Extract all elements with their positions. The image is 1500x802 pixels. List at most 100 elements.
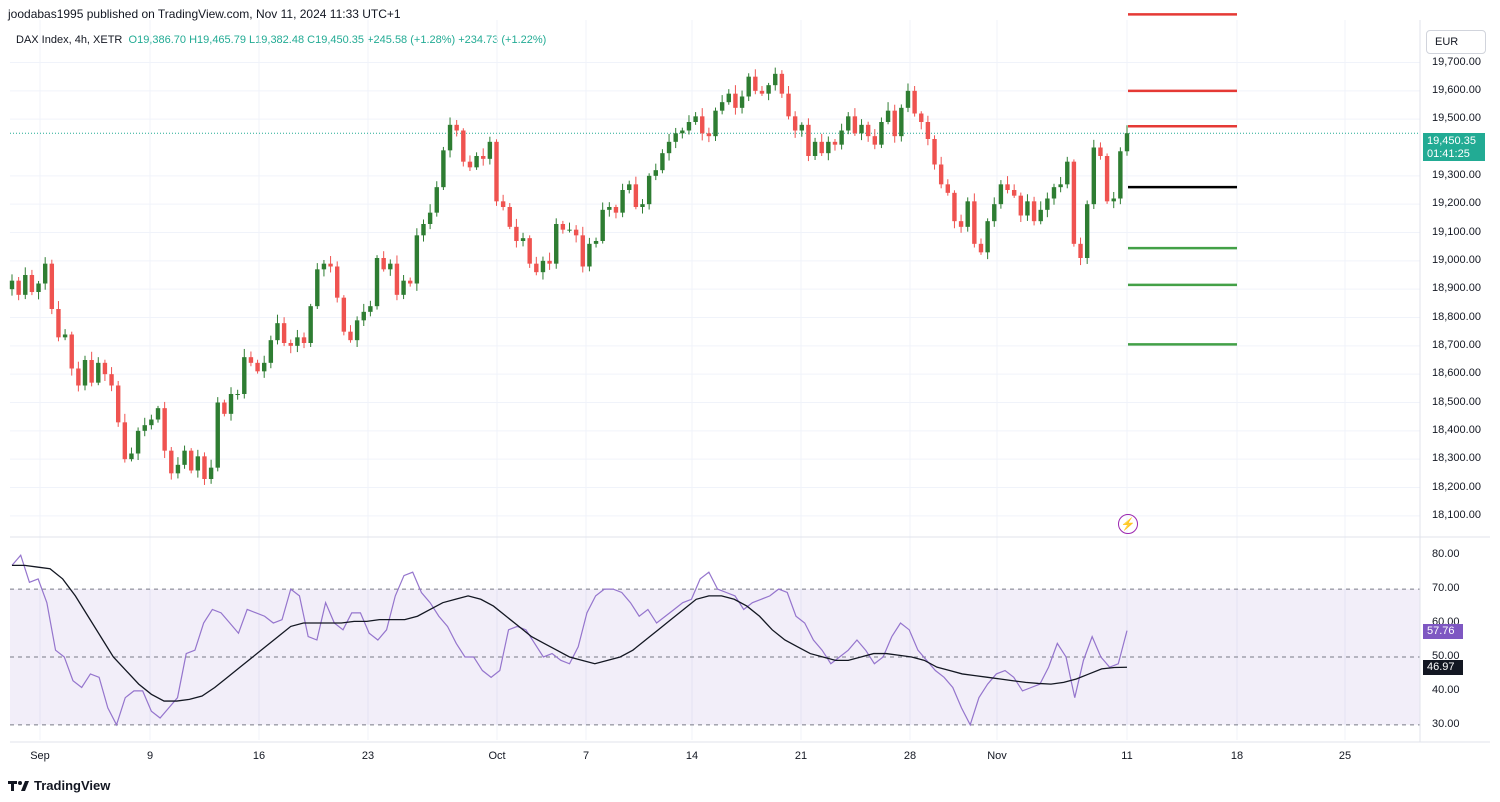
candle-body [600, 209, 605, 241]
countdown-timer: 01:41:25 [1427, 148, 1470, 160]
candle-body [613, 207, 619, 213]
candle-body [985, 221, 990, 253]
tradingview-logo[interactable]: TradingView [8, 778, 110, 793]
candle-body [149, 419, 154, 426]
candle-body [494, 141, 499, 202]
price-tick-label: 19,600.00 [1432, 83, 1481, 96]
candle-body [998, 184, 1004, 205]
candle-body [885, 110, 891, 122]
candle-body [872, 136, 877, 145]
candle-body [248, 357, 254, 363]
last-price-tag: 19,450.35 01:41:25 [1423, 133, 1485, 161]
candle-body [262, 362, 267, 372]
candle-body [414, 235, 420, 284]
candle-body [1045, 198, 1050, 210]
high-value: H19,465.79 [189, 34, 246, 46]
candle-body [42, 263, 48, 284]
candle-body [487, 141, 493, 159]
candle-body [500, 201, 506, 207]
bolt-icon[interactable]: ⚡ [1118, 514, 1138, 534]
rsi-line [11, 553, 1128, 727]
candle-body [593, 241, 599, 244]
price-tick-label: 18,400.00 [1432, 423, 1481, 436]
candle-body [753, 76, 758, 91]
candle-body [554, 224, 559, 264]
candle-body [36, 283, 41, 292]
candle-body [481, 156, 486, 159]
candle-body [719, 102, 725, 111]
currency-button[interactable]: EUR [1426, 30, 1486, 54]
time-tick-label: 11 [1121, 750, 1133, 762]
candle-body [978, 243, 984, 253]
time-tick-label: 21 [794, 750, 808, 762]
candle-body [879, 122, 884, 145]
candle-body [1038, 209, 1043, 222]
candle-body [155, 408, 161, 420]
symbol-label[interactable]: DAX Index, 4h, XETR [16, 34, 123, 46]
rsi-pane [10, 553, 1420, 727]
candle-body [580, 235, 585, 267]
candle-body [1051, 187, 1057, 199]
candle-body [142, 425, 147, 431]
candle-body [328, 263, 333, 267]
candle-body [693, 116, 698, 122]
rsi-tick-label: 70.00 [1432, 582, 1460, 595]
candle-body [255, 362, 260, 372]
candle-body [49, 263, 55, 309]
candle-body [388, 263, 393, 270]
rsi-ma-line [12, 564, 1128, 702]
candle-body [23, 275, 28, 295]
candle-body [560, 224, 566, 230]
candle-body [1084, 204, 1090, 258]
candle-body [766, 85, 771, 94]
candle-body [859, 124, 864, 134]
change-value: +245.58 (+1.28%) [367, 34, 456, 46]
candle-body [62, 334, 68, 338]
candle-body [792, 116, 798, 131]
candle-body [547, 260, 552, 264]
candle-body [1098, 147, 1103, 156]
candle-body [919, 113, 924, 122]
candle-body [315, 269, 320, 307]
candle-body [892, 110, 897, 137]
price-tick-label: 19,500.00 [1432, 112, 1481, 125]
candle-body [321, 263, 327, 270]
candle-body [680, 130, 685, 134]
candle-body [401, 280, 406, 295]
tradingview-logo-icon [8, 780, 29, 791]
candle-body [169, 450, 174, 474]
candle-body [394, 263, 400, 295]
candle-body [427, 212, 433, 224]
price-tick-label: 18,500.00 [1432, 395, 1481, 408]
rsi-tick-label: 80.00 [1432, 548, 1460, 561]
candle-body [673, 133, 678, 142]
candle-body [686, 122, 692, 131]
candle-body [633, 184, 639, 207]
candle-body [242, 357, 247, 394]
candle-body [235, 394, 240, 395]
candle-body [573, 229, 579, 236]
candle-body [182, 450, 187, 465]
candle-body [96, 362, 101, 383]
candle-body [208, 467, 214, 479]
change2-value: +234.73 (+1.22%) [458, 34, 547, 46]
candle-body [275, 323, 280, 341]
close-value: C19,450.35 [307, 34, 365, 46]
candle-body [992, 204, 997, 222]
time-tick-label: 14 [685, 750, 699, 762]
level-lines [10, 13, 1420, 346]
candle-body [341, 297, 347, 332]
candle-body [109, 374, 114, 386]
price-tick-label: 18,900.00 [1432, 282, 1481, 295]
candle-body [29, 275, 35, 292]
price-tick-label: 19,300.00 [1432, 168, 1481, 181]
candle-body [1124, 133, 1130, 152]
candle-body [607, 207, 612, 210]
candle-body [739, 96, 745, 108]
candle-body [726, 93, 731, 103]
candle-body [288, 343, 293, 346]
candle-body [215, 402, 220, 468]
candle-body [16, 280, 21, 295]
candle-body [806, 124, 811, 156]
